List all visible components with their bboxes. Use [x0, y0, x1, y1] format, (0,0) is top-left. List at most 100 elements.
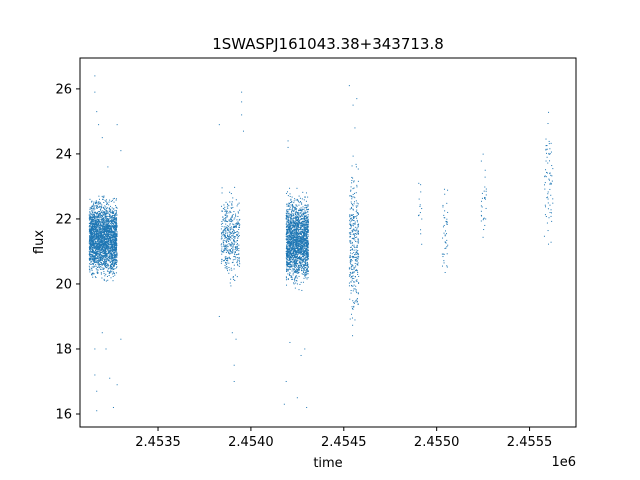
data-point: [287, 255, 289, 257]
data-point: [236, 243, 238, 245]
data-point: [95, 200, 97, 202]
data-point: [228, 212, 230, 214]
data-point: [229, 220, 231, 222]
data-point: [103, 219, 105, 221]
data-point: [89, 263, 91, 265]
data-point: [112, 237, 114, 239]
data-point: [104, 258, 106, 260]
data-point: [89, 240, 91, 242]
data-point: [108, 249, 110, 251]
data-point: [113, 234, 115, 236]
data-point: [224, 220, 226, 222]
data-point: [103, 232, 105, 234]
data-point: [94, 212, 96, 214]
data-point: [289, 258, 291, 260]
data-point: [113, 236, 115, 238]
data-point: [91, 217, 93, 219]
data-point: [92, 241, 94, 243]
data-point: [298, 224, 300, 226]
data-point: [114, 263, 116, 265]
data-point: [112, 253, 114, 255]
data-point: [112, 219, 114, 221]
data-point: [289, 216, 291, 218]
data-point: [104, 243, 106, 245]
data-point: [115, 239, 117, 241]
data-point: [101, 215, 103, 217]
data-point: [108, 272, 110, 274]
data-point: [229, 228, 231, 230]
data-point: [105, 228, 107, 230]
data-point: [97, 235, 99, 237]
data-point: [111, 207, 113, 209]
data-point: [91, 233, 92, 235]
data-point: [223, 229, 225, 231]
data-point: [305, 259, 307, 261]
data-point: [295, 261, 297, 263]
data-point: [90, 207, 92, 209]
data-point: [105, 245, 107, 247]
data-point: [116, 266, 118, 268]
data-point: [298, 248, 300, 250]
data-point: [293, 255, 295, 257]
data-point: [111, 264, 113, 266]
data-point: [286, 210, 288, 212]
data-point: [225, 245, 227, 247]
data-point: [97, 216, 99, 218]
data-point: [292, 264, 294, 266]
data-point: [105, 208, 107, 210]
data-point: [95, 228, 97, 230]
data-point: [97, 264, 99, 266]
data-point: [105, 235, 107, 237]
data-point: [114, 246, 116, 248]
data-point: [92, 229, 94, 231]
data-point: [116, 235, 118, 237]
data-point: [306, 227, 308, 229]
data-point: [94, 258, 96, 260]
data-point: [293, 271, 295, 273]
data-point: [109, 261, 111, 263]
data-point: [104, 261, 106, 263]
data-point: [236, 235, 238, 237]
data-point: [110, 277, 112, 279]
data-point: [299, 238, 301, 240]
data-point: [103, 243, 105, 245]
data-point: [300, 224, 302, 226]
data-point: [90, 239, 92, 241]
data-point: [306, 247, 308, 249]
data-point: [104, 251, 106, 253]
data-point: [102, 218, 104, 220]
data-point: [285, 217, 287, 219]
data-point: [300, 238, 302, 240]
data-point: [295, 266, 297, 268]
data-point: [225, 220, 227, 222]
data-point: [101, 258, 103, 260]
data-point: [92, 204, 94, 206]
data-point: [94, 256, 96, 258]
data-point: [110, 258, 112, 260]
data-point: [102, 198, 104, 200]
data-point: [227, 232, 229, 234]
data-point: [301, 254, 303, 256]
data-point: [292, 251, 294, 253]
data-point: [298, 214, 300, 216]
data-point: [91, 243, 93, 245]
data-point: [301, 240, 303, 242]
data-point: [302, 208, 304, 210]
data-point: [300, 244, 302, 246]
data-point: [296, 248, 298, 250]
data-point: [295, 204, 297, 206]
data-point: [89, 255, 91, 257]
data-point: [92, 216, 94, 218]
data-point: [226, 206, 228, 208]
data-point: [238, 253, 240, 255]
data-point: [101, 246, 103, 248]
data-point: [90, 229, 92, 231]
data-point: [286, 260, 288, 262]
data-point: [299, 260, 301, 262]
data-point: [293, 237, 295, 239]
data-point: [105, 224, 107, 226]
data-point: [99, 259, 101, 261]
data-point: [103, 248, 105, 250]
data-point: [92, 249, 94, 251]
data-point: [299, 232, 301, 234]
